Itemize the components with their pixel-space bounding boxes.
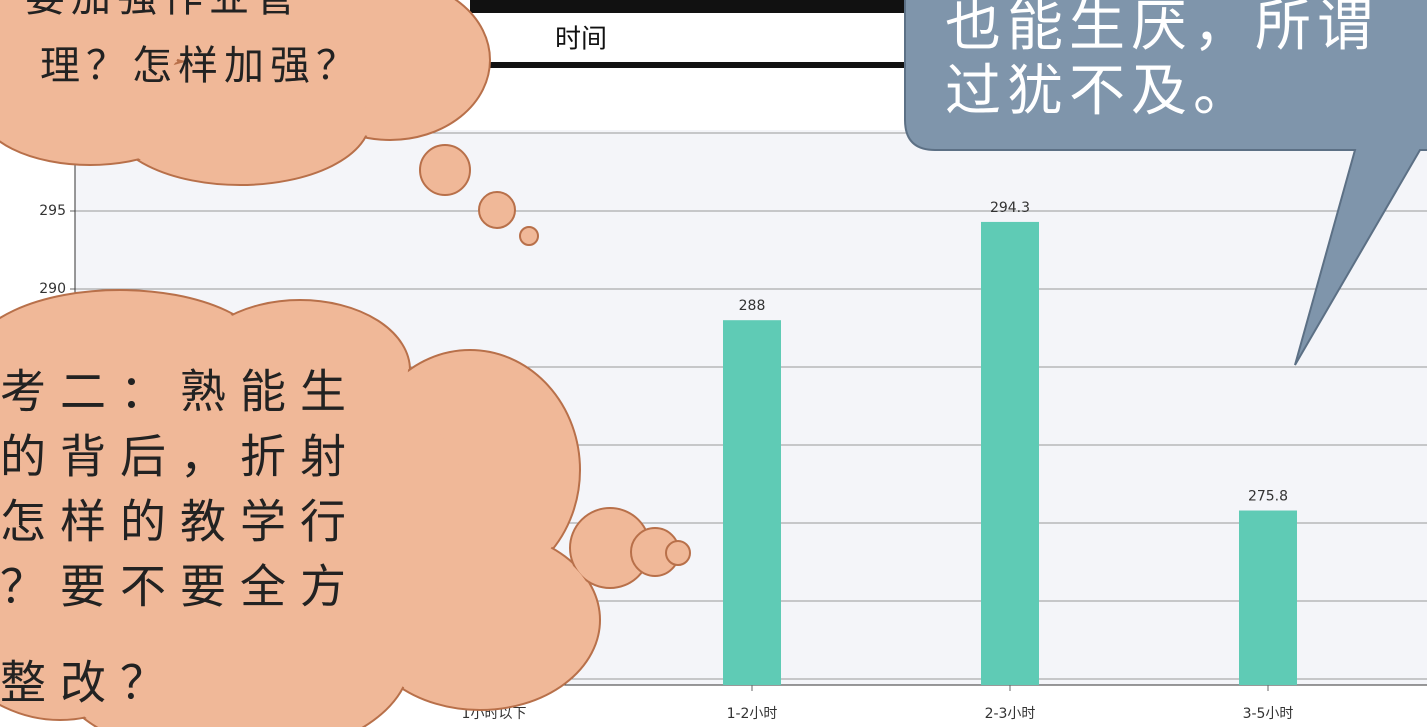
annotation-line: 的背后，折射 (0, 432, 360, 483)
annotation-line: 过犹不及。 (945, 61, 1255, 123)
annotation-line: ？要不要全方 (0, 562, 360, 613)
x-tick-label: 1-2小时 (727, 706, 778, 722)
x-tick-label: 2-3小时 (985, 706, 1036, 722)
bar (723, 320, 781, 685)
annotation-line: 也能生厌，所谓 (945, 0, 1379, 58)
slide: 时间 2652702752802852902953001小时以下2831-2小时… (0, 0, 1427, 727)
y-tick-label: 295 (39, 203, 66, 219)
annotation-line: 理？怎样加强？ (40, 43, 362, 88)
value-label: 288 (739, 298, 766, 314)
bar (981, 222, 1039, 685)
annotation-line: 怎样的教学行 (0, 497, 360, 548)
bar (1239, 511, 1297, 685)
annotation-line: 考二：熟能生 (0, 367, 360, 418)
chart-title: 时间 (555, 25, 607, 55)
annotation-line: 要加强作业管 (25, 0, 301, 20)
annotation-line: 整改？ (0, 658, 180, 709)
x-tick-label: 3-5小时 (1243, 706, 1294, 722)
value-label: 275.8 (1248, 489, 1288, 505)
value-label: 294.3 (990, 200, 1030, 216)
